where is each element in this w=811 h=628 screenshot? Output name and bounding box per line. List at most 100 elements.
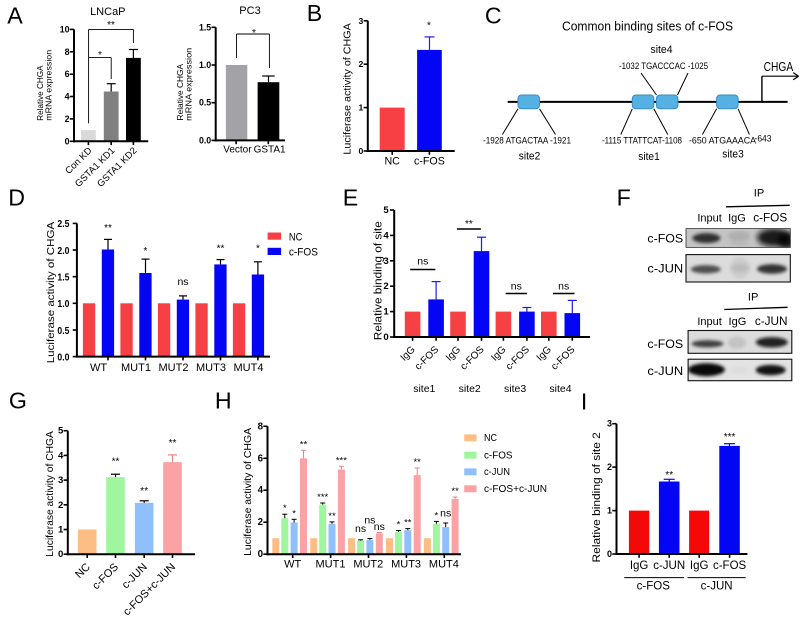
svg-text:6: 6 xyxy=(258,453,264,464)
svg-text:Relative binding of site: Relative binding of site xyxy=(373,221,385,340)
svg-text:site3: site3 xyxy=(504,383,526,395)
svg-text:2: 2 xyxy=(359,59,364,69)
svg-text:ns: ns xyxy=(558,281,569,293)
svg-text:1.5: 1.5 xyxy=(199,22,211,32)
svg-text:1: 1 xyxy=(607,506,612,516)
svg-text:Luciferase activity of CHGA: Luciferase activity of CHGA xyxy=(343,23,354,155)
svg-text:MUT2: MUT2 xyxy=(353,559,383,571)
svg-text:site2: site2 xyxy=(519,151,541,163)
svg-text:4: 4 xyxy=(258,485,264,496)
svg-text:0: 0 xyxy=(58,549,63,560)
svg-text:6: 6 xyxy=(65,69,70,79)
svg-text:0: 0 xyxy=(258,549,263,560)
svg-text:2: 2 xyxy=(58,500,63,511)
svg-text:2: 2 xyxy=(383,281,388,292)
svg-text:0.0: 0.0 xyxy=(57,352,69,363)
svg-text:c-FOS: c-FOS xyxy=(637,581,671,593)
svg-text:c-JUN: c-JUN xyxy=(647,364,683,378)
svg-text:G: G xyxy=(9,388,27,414)
svg-text:2: 2 xyxy=(607,462,612,472)
svg-text:-650 ATGAAACA: -650 ATGAAACA xyxy=(689,136,757,147)
svg-text:-1928 ATGACTAA -1921: -1928 ATGACTAA -1921 xyxy=(483,136,571,147)
svg-text:site1: site1 xyxy=(638,151,660,163)
svg-text:5: 5 xyxy=(58,426,64,437)
svg-text:c-FOS: c-FOS xyxy=(414,156,445,168)
svg-text:NC: NC xyxy=(289,232,302,244)
svg-text:1: 1 xyxy=(359,103,364,113)
svg-text:F: F xyxy=(617,185,631,211)
svg-text:**: ** xyxy=(217,244,225,255)
svg-text:MUT2: MUT2 xyxy=(159,362,189,374)
svg-text:Relative CHGA: Relative CHGA xyxy=(175,64,185,121)
svg-text:1.5: 1.5 xyxy=(57,273,69,284)
svg-text:c-FOS+c-JUN: c-FOS+c-JUN xyxy=(484,483,547,495)
svg-text:0: 0 xyxy=(65,136,70,146)
svg-text:ns: ns xyxy=(374,521,385,533)
svg-text:3: 3 xyxy=(359,16,364,26)
svg-text:*: * xyxy=(144,246,148,257)
svg-text:MUT1: MUT1 xyxy=(316,559,346,571)
svg-text:ns: ns xyxy=(511,281,522,293)
svg-text:Luciferase activity of CHGA: Luciferase activity of CHGA xyxy=(45,222,57,364)
svg-text:c-JUN: c-JUN xyxy=(653,560,685,572)
svg-text:8: 8 xyxy=(258,421,264,432)
svg-text:**: ** xyxy=(465,219,473,230)
svg-text:ns: ns xyxy=(364,515,375,527)
svg-text:2: 2 xyxy=(65,114,70,124)
svg-text:c-FOS: c-FOS xyxy=(289,247,318,259)
svg-text:***: *** xyxy=(724,432,736,443)
svg-text:**: ** xyxy=(140,486,148,497)
svg-text:**: ** xyxy=(104,223,112,234)
svg-text:c-JUN: c-JUN xyxy=(701,581,733,593)
svg-text:4: 4 xyxy=(65,92,70,102)
svg-text:-643: -643 xyxy=(755,134,772,145)
svg-text:MUT4: MUT4 xyxy=(429,559,459,571)
svg-text:2.0: 2.0 xyxy=(57,246,69,257)
svg-text:0.0: 0.0 xyxy=(199,135,211,145)
svg-text:**: ** xyxy=(169,438,177,449)
svg-text:H: H xyxy=(215,387,232,413)
svg-text:3: 3 xyxy=(58,475,63,486)
svg-text:-1032 TGACCCAC -1025: -1032 TGACCCAC -1025 xyxy=(619,61,708,72)
svg-text:MUT3: MUT3 xyxy=(196,362,226,374)
svg-text:NC: NC xyxy=(484,432,497,444)
svg-text:Input: Input xyxy=(697,212,721,224)
svg-text:IgG: IgG xyxy=(728,212,746,224)
svg-text:**: ** xyxy=(112,457,120,468)
svg-text:*: * xyxy=(256,244,260,255)
svg-text:I: I xyxy=(581,388,587,414)
svg-text:site4: site4 xyxy=(549,383,571,395)
svg-text:D: D xyxy=(8,185,25,211)
svg-text:1: 1 xyxy=(383,307,389,318)
svg-text:Common binding sites of c-FOS: Common binding sites of c-FOS xyxy=(562,20,733,34)
svg-text:**: ** xyxy=(451,486,459,497)
svg-text:Luciferase activity of CHGA: Luciferase activity of CHGA xyxy=(45,431,56,557)
svg-text:CHGA: CHGA xyxy=(764,60,794,74)
svg-text:WT: WT xyxy=(90,362,107,374)
svg-text:c-FOS: c-FOS xyxy=(713,560,747,572)
svg-text:ns: ns xyxy=(440,508,451,520)
svg-text:**: ** xyxy=(665,470,673,481)
svg-text:8: 8 xyxy=(65,47,70,57)
svg-text:GSTA1: GSTA1 xyxy=(254,145,286,156)
svg-text:IP: IP xyxy=(748,292,759,304)
svg-text:PC3: PC3 xyxy=(239,5,260,17)
svg-text:2: 2 xyxy=(258,517,263,528)
svg-text:c-FOS: c-FOS xyxy=(753,210,787,224)
svg-text:*: * xyxy=(98,50,102,61)
svg-text:IP: IP xyxy=(754,188,765,200)
svg-text:Relative CHGA: Relative CHGA xyxy=(35,65,45,120)
svg-text:1.0: 1.0 xyxy=(199,60,211,70)
svg-text:10: 10 xyxy=(60,24,70,34)
svg-text:1.0: 1.0 xyxy=(57,299,69,310)
svg-text:0: 0 xyxy=(383,332,388,343)
svg-text:**: ** xyxy=(328,511,336,522)
svg-text:c-FOS: c-FOS xyxy=(484,449,513,461)
svg-text:c-JUN: c-JUN xyxy=(484,466,510,478)
svg-text:mRNA expression: mRNA expression xyxy=(184,48,194,121)
svg-text:MUT3: MUT3 xyxy=(391,559,421,571)
svg-text:Relative binding of site 2: Relative binding of site 2 xyxy=(591,432,603,562)
svg-text:ns: ns xyxy=(355,523,366,535)
svg-text:**: ** xyxy=(107,20,115,31)
svg-text:3: 3 xyxy=(607,419,612,429)
